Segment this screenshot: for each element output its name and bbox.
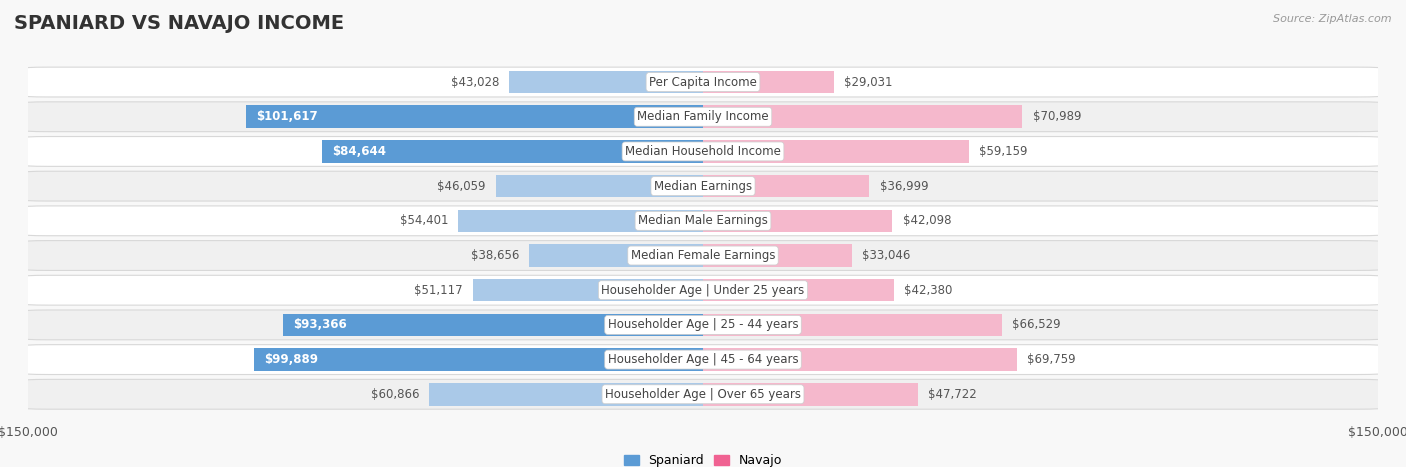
FancyBboxPatch shape [21, 171, 1385, 201]
Text: $101,617: $101,617 [256, 110, 318, 123]
Text: $42,380: $42,380 [904, 284, 952, 297]
FancyBboxPatch shape [21, 136, 1385, 166]
FancyBboxPatch shape [21, 67, 1385, 97]
Bar [322, 140, 703, 163]
Bar [509, 71, 703, 93]
Bar [703, 106, 1022, 128]
FancyBboxPatch shape [21, 310, 1385, 340]
Text: $46,059: $46,059 [437, 180, 485, 192]
Bar [246, 106, 703, 128]
Text: $54,401: $54,401 [399, 214, 449, 227]
Text: $84,644: $84,644 [332, 145, 387, 158]
Bar [283, 314, 703, 336]
FancyBboxPatch shape [21, 241, 1385, 270]
Bar [529, 244, 703, 267]
Bar [703, 71, 834, 93]
Text: $42,098: $42,098 [903, 214, 950, 227]
Text: $38,656: $38,656 [471, 249, 519, 262]
Text: Median Household Income: Median Household Income [626, 145, 780, 158]
Bar [253, 348, 703, 371]
Text: Median Earnings: Median Earnings [654, 180, 752, 192]
Text: SPANIARD VS NAVAJO INCOME: SPANIARD VS NAVAJO INCOME [14, 14, 344, 33]
Bar [703, 383, 918, 405]
Bar [703, 244, 852, 267]
Bar [496, 175, 703, 198]
Text: $51,117: $51,117 [415, 284, 463, 297]
Text: Median Male Earnings: Median Male Earnings [638, 214, 768, 227]
Text: $60,866: $60,866 [371, 388, 419, 401]
FancyBboxPatch shape [21, 102, 1385, 132]
Text: $99,889: $99,889 [264, 353, 318, 366]
Text: $66,529: $66,529 [1012, 318, 1062, 332]
Bar [703, 175, 869, 198]
Legend: Spaniard, Navajo: Spaniard, Navajo [619, 449, 787, 467]
Text: $29,031: $29,031 [844, 76, 893, 89]
Text: $70,989: $70,989 [1032, 110, 1081, 123]
Text: $59,159: $59,159 [980, 145, 1028, 158]
Bar [703, 210, 893, 232]
Text: $36,999: $36,999 [880, 180, 928, 192]
Bar [703, 348, 1017, 371]
Bar [703, 279, 894, 302]
Text: Householder Age | Under 25 years: Householder Age | Under 25 years [602, 284, 804, 297]
FancyBboxPatch shape [21, 275, 1385, 305]
FancyBboxPatch shape [21, 379, 1385, 409]
Text: $33,046: $33,046 [862, 249, 910, 262]
Bar [703, 314, 1002, 336]
Text: Householder Age | 25 - 44 years: Householder Age | 25 - 44 years [607, 318, 799, 332]
Text: Householder Age | Over 65 years: Householder Age | Over 65 years [605, 388, 801, 401]
Text: Per Capita Income: Per Capita Income [650, 76, 756, 89]
Bar [703, 140, 969, 163]
Text: $93,366: $93,366 [292, 318, 347, 332]
Text: $43,028: $43,028 [451, 76, 499, 89]
Text: Householder Age | 45 - 64 years: Householder Age | 45 - 64 years [607, 353, 799, 366]
Text: $47,722: $47,722 [928, 388, 977, 401]
Bar [472, 279, 703, 302]
Text: Median Family Income: Median Family Income [637, 110, 769, 123]
Text: $69,759: $69,759 [1026, 353, 1076, 366]
FancyBboxPatch shape [21, 345, 1385, 375]
FancyBboxPatch shape [21, 206, 1385, 236]
Text: Median Female Earnings: Median Female Earnings [631, 249, 775, 262]
Text: Source: ZipAtlas.com: Source: ZipAtlas.com [1274, 14, 1392, 24]
Bar [429, 383, 703, 405]
Bar [458, 210, 703, 232]
